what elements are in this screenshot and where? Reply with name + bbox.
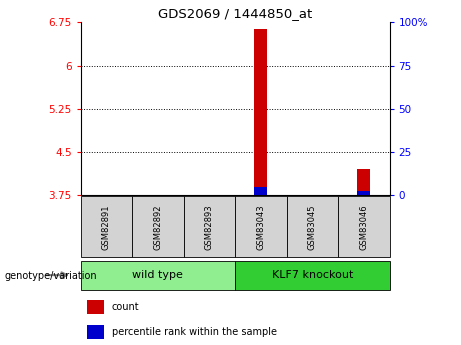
Bar (235, 196, 287, 257)
Text: GSM82892: GSM82892 (154, 204, 162, 250)
Bar (183, 196, 235, 257)
Bar (338, 196, 390, 257)
Text: count: count (112, 302, 139, 312)
Bar (81, 262, 235, 290)
Text: wild type: wild type (132, 270, 183, 280)
Bar (81, 196, 132, 257)
Text: GSM83045: GSM83045 (308, 204, 317, 250)
Text: GSM83043: GSM83043 (256, 204, 266, 250)
Text: KLF7 knockout: KLF7 knockout (272, 270, 353, 280)
Text: genotype/variation: genotype/variation (5, 271, 97, 281)
Bar (254, 29, 267, 195)
Bar (87, 300, 104, 314)
Text: percentile rank within the sample: percentile rank within the sample (112, 327, 277, 337)
Title: GDS2069 / 1444850_at: GDS2069 / 1444850_at (158, 7, 312, 20)
Bar (357, 191, 370, 195)
Text: GSM82893: GSM82893 (205, 204, 214, 250)
Bar (357, 169, 370, 195)
Bar (132, 196, 183, 257)
Bar (235, 262, 390, 290)
Bar (287, 196, 338, 257)
Text: GSM82891: GSM82891 (102, 204, 111, 250)
Bar (87, 325, 104, 339)
Bar (254, 187, 267, 195)
Text: GSM83046: GSM83046 (359, 204, 368, 250)
